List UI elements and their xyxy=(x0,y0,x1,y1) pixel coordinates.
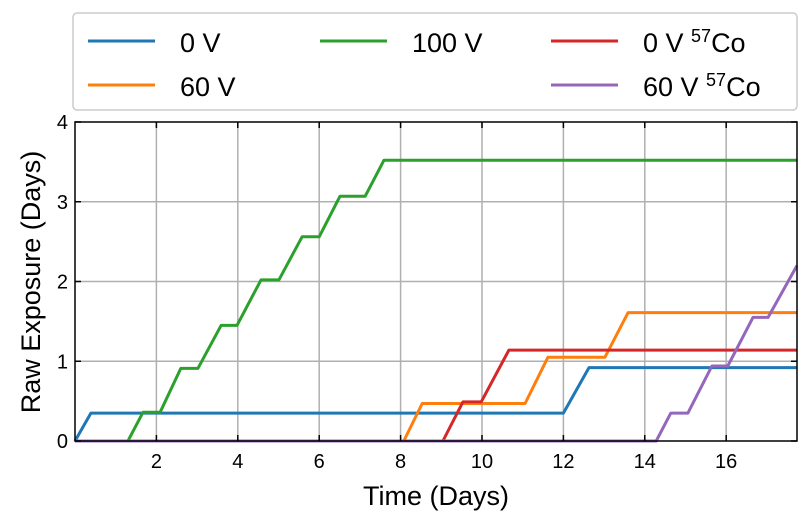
x-axis-label: Time (Days) xyxy=(363,481,509,511)
x-tick-label: 10 xyxy=(471,451,493,473)
y-tick-label: 0 xyxy=(57,431,68,453)
x-tick-label: 16 xyxy=(715,451,737,473)
x-tick-label: 14 xyxy=(634,451,656,473)
legend-label: 60 V xyxy=(180,72,236,102)
series-line-1 xyxy=(75,311,797,443)
x-tick-label: 12 xyxy=(552,451,574,473)
series-line-3 xyxy=(75,348,797,443)
y-tick-label: 1 xyxy=(57,351,68,373)
y-tick-label: 2 xyxy=(57,272,68,294)
x-tick-label: 4 xyxy=(232,451,243,473)
legend-label: 60 V 57Co xyxy=(643,70,761,102)
legend-label: 100 V xyxy=(412,28,483,58)
legend-label: 0 V 57Co xyxy=(643,26,746,58)
series-line-0 xyxy=(73,366,797,442)
grid xyxy=(75,122,797,441)
y-axis-label: Raw Exposure (Days) xyxy=(16,151,46,414)
series-line-2 xyxy=(75,158,797,443)
series-lines xyxy=(73,158,799,443)
x-tick-label: 8 xyxy=(395,451,406,473)
y-tick-label: 4 xyxy=(57,112,68,134)
series-line-4 xyxy=(75,264,799,443)
legend: 0 V 60 V 100 V 0 V 57Co 60 V 57Co xyxy=(72,12,798,111)
y-tick-label: 3 xyxy=(57,192,68,214)
x-tick-label: 6 xyxy=(314,451,325,473)
legend-label: 0 V xyxy=(180,28,221,58)
x-tick-label: 2 xyxy=(151,451,162,473)
